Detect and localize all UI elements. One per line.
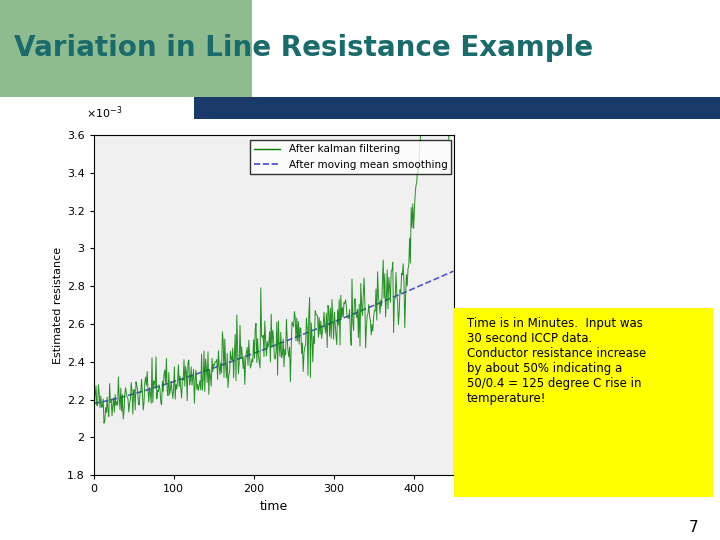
Legend: After kalman filtering, After moving mean smoothing: After kalman filtering, After moving mea… [250,140,451,174]
X-axis label: time: time [259,500,288,513]
Y-axis label: Estimated resistance: Estimated resistance [53,247,63,363]
Text: 7: 7 [689,519,698,535]
Text: Time is in Minutes.  Input was
30 second ICCP data.
Conductor resistance increas: Time is in Minutes. Input was 30 second … [467,317,646,405]
FancyBboxPatch shape [252,0,720,97]
FancyBboxPatch shape [0,0,252,97]
Text: Variation in Line Resistance Example: Variation in Line Resistance Example [14,34,593,62]
FancyBboxPatch shape [194,97,720,119]
Text: $\times 10^{-3}$: $\times 10^{-3}$ [86,105,122,122]
FancyBboxPatch shape [454,308,713,497]
